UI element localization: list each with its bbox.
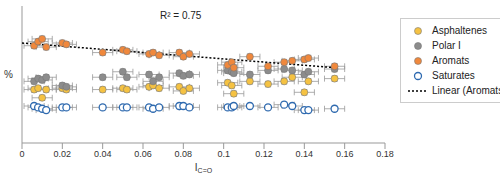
- svg-text:0.04: 0.04: [94, 149, 112, 159]
- svg-text:%: %: [8, 69, 13, 80]
- svg-text:0.14: 0.14: [296, 149, 314, 159]
- html-text:Polar I: Polar I: [432, 40, 461, 51]
- svg-text:0.18: 0.18: [376, 149, 394, 159]
- svg-text:IC=O: IC=O: [195, 162, 213, 174]
- svg-text:0.02: 0.02: [54, 149, 72, 159]
- html-text:Aromats: Aromats: [432, 55, 470, 66]
- svg-text:0.08: 0.08: [175, 149, 193, 159]
- html-text:Asphaltenes: Asphaltenes: [432, 25, 487, 36]
- svg-text:0.12: 0.12: [255, 149, 273, 159]
- html-text:R² = 0.75: R² = 0.75: [160, 10, 202, 21]
- svg-text:0: 0: [19, 149, 24, 159]
- svg-text:0.1: 0.1: [217, 149, 230, 159]
- html-text:Saturates: Saturates: [432, 70, 475, 81]
- svg-text:0.16: 0.16: [336, 149, 354, 159]
- svg-text:0.06: 0.06: [134, 149, 152, 159]
